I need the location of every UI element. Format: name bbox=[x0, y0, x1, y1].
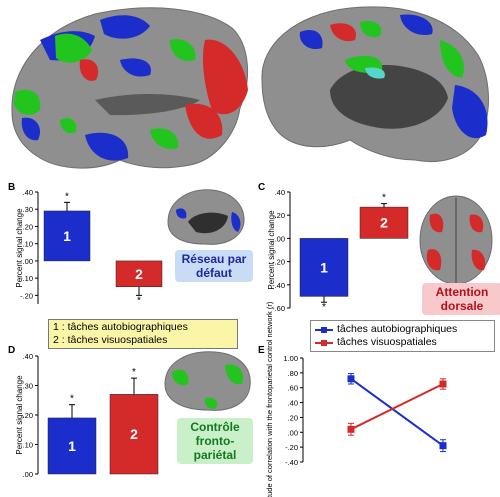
y-tick-label-e: .60 bbox=[288, 384, 298, 393]
legend-e-entry-1: tâches autobiographiques bbox=[315, 323, 490, 336]
data-point-e-1-1 bbox=[347, 375, 355, 383]
y-tick-label-e: .20 bbox=[288, 413, 298, 422]
chart-panel-c: .40 .20 .00 -.20 -.40 -.60 Percent signal chan… bbox=[267, 188, 409, 313]
legend-panel-e: tâches autobiographiques tâches visuospa… bbox=[310, 320, 495, 352]
bar-label-b-2: 2 bbox=[135, 266, 143, 282]
bar-d-1 bbox=[47, 417, 97, 475]
label-frontoparietal: Contrôle fronto-pariétal bbox=[177, 418, 253, 464]
legend-text-2: 2 : tâches visuospatiales bbox=[53, 334, 168, 346]
legend-text-1: 1 : tâches autobiographiques bbox=[53, 321, 188, 333]
y-tick-label-d: .20 bbox=[23, 411, 33, 420]
significance-star-c-1: * bbox=[322, 302, 326, 313]
significance-star-b-1: * bbox=[65, 191, 69, 202]
y-tick-label-c: -.20 bbox=[272, 258, 285, 267]
y-tick-label-b: .10 bbox=[23, 240, 33, 249]
panel-letter-e: E bbox=[258, 345, 265, 356]
panel-letter-d: D bbox=[8, 345, 15, 356]
bar-c-1 bbox=[299, 238, 349, 297]
legend-bar-charts: 1 : tâches autobiographiques 2 : tâches … bbox=[48, 319, 238, 349]
y-tick-label-e: -.20 bbox=[285, 443, 298, 452]
y-tick-label-b: .40 bbox=[23, 188, 33, 197]
y-tick-label-e: .40 bbox=[288, 399, 298, 408]
y-tick-label-b: -.10 bbox=[20, 274, 33, 283]
significance-star-d-2: * bbox=[132, 367, 136, 378]
y-tick-label-c: -.60 bbox=[272, 304, 285, 313]
series-line-1 bbox=[350, 377, 444, 447]
y-tick-label-d: .30 bbox=[23, 382, 33, 391]
brain-thumb-dorsal-attention bbox=[419, 195, 493, 285]
legend-entry-1: 1 : tâches autobiographiques bbox=[53, 321, 233, 334]
legend-swatch-red bbox=[315, 339, 333, 346]
bar-c-2 bbox=[359, 206, 409, 239]
panel-letter-c: C bbox=[258, 182, 265, 193]
panel-letter-b: B bbox=[8, 182, 15, 193]
data-point-e-1-2 bbox=[439, 442, 447, 450]
label-default-network: Réseau par défaut bbox=[175, 250, 253, 282]
y-tick-label-c: .00 bbox=[275, 234, 285, 243]
y-tick-label-e: .00 bbox=[288, 428, 298, 437]
y-tick-label-c: .20 bbox=[275, 211, 285, 220]
brain-thumb-default-network bbox=[167, 189, 245, 245]
y-tick-label-d: .10 bbox=[23, 441, 33, 450]
y-tick-label-c: .40 bbox=[275, 188, 285, 197]
y-tick-label-d: .40 bbox=[23, 352, 33, 361]
bar-label-c-2: 2 bbox=[380, 215, 388, 231]
label-dorsal-attention: Attention dorsale bbox=[422, 283, 500, 315]
chart-panel-d: .40 .30 .20 .10 .00 Percent signal change 1 * 2 * bbox=[15, 352, 159, 479]
legend-e-entry-2: tâches visuospatiales bbox=[315, 336, 490, 349]
bar-b-2 bbox=[115, 260, 163, 288]
bar-b-1 bbox=[43, 210, 91, 262]
y-axis-label-b: Percent signal change bbox=[15, 208, 24, 288]
y-axis-label-d: Percent signal change bbox=[15, 375, 24, 455]
bar-d-2 bbox=[109, 394, 159, 475]
legend-e-text-1: tâches autobiographiques bbox=[337, 323, 458, 335]
bar-label-c-1: 1 bbox=[320, 259, 328, 275]
y-tick-label-b: .00 bbox=[23, 257, 33, 266]
y-tick-label-b: -.20 bbox=[20, 291, 33, 300]
brain-lateral-view bbox=[11, 7, 249, 169]
y-tick-label-e: -.40 bbox=[285, 458, 298, 467]
chart-panel-e: 1.00 .80 .60 .40 .20 .00 -.20 -.40 Magnitude of … bbox=[265, 301, 447, 497]
y-tick-label-e: 1.00 bbox=[283, 354, 298, 363]
bar-label-b-1: 1 bbox=[63, 228, 71, 244]
chart-panel-b: .40 .30 .20 .10 .00 -.10 -.20 Percent signal ch… bbox=[15, 188, 163, 306]
data-point-e-2-2 bbox=[439, 380, 447, 388]
y-axis-label-e: Magnitude of correlation with the fronto… bbox=[265, 301, 274, 497]
legend-swatch-blue bbox=[315, 326, 333, 333]
bar-label-d-2: 2 bbox=[130, 426, 138, 442]
bar-label-d-1: 1 bbox=[68, 438, 76, 454]
series-line-2 bbox=[350, 383, 444, 431]
data-point-e-2-1 bbox=[347, 425, 355, 433]
y-tick-label-c: -.40 bbox=[272, 281, 285, 290]
y-tick-label-d: .00 bbox=[23, 470, 33, 479]
significance-star-d-1: * bbox=[70, 394, 74, 405]
brain-medial-view bbox=[261, 6, 489, 163]
significance-star-b-2: * bbox=[137, 295, 141, 306]
significance-star-c-2: * bbox=[382, 193, 386, 204]
y-tick-label-e: .80 bbox=[288, 369, 298, 378]
legend-e-text-2: tâches visuospatiales bbox=[337, 336, 437, 348]
brain-thumb-frontoparietal bbox=[164, 351, 251, 411]
y-tick-label-b: .20 bbox=[23, 222, 33, 231]
y-tick-label-b: .30 bbox=[23, 205, 33, 214]
legend-entry-2: 2 : tâches visuospatiales bbox=[53, 334, 233, 347]
y-axis-label-c: Percent signal change bbox=[267, 210, 276, 290]
